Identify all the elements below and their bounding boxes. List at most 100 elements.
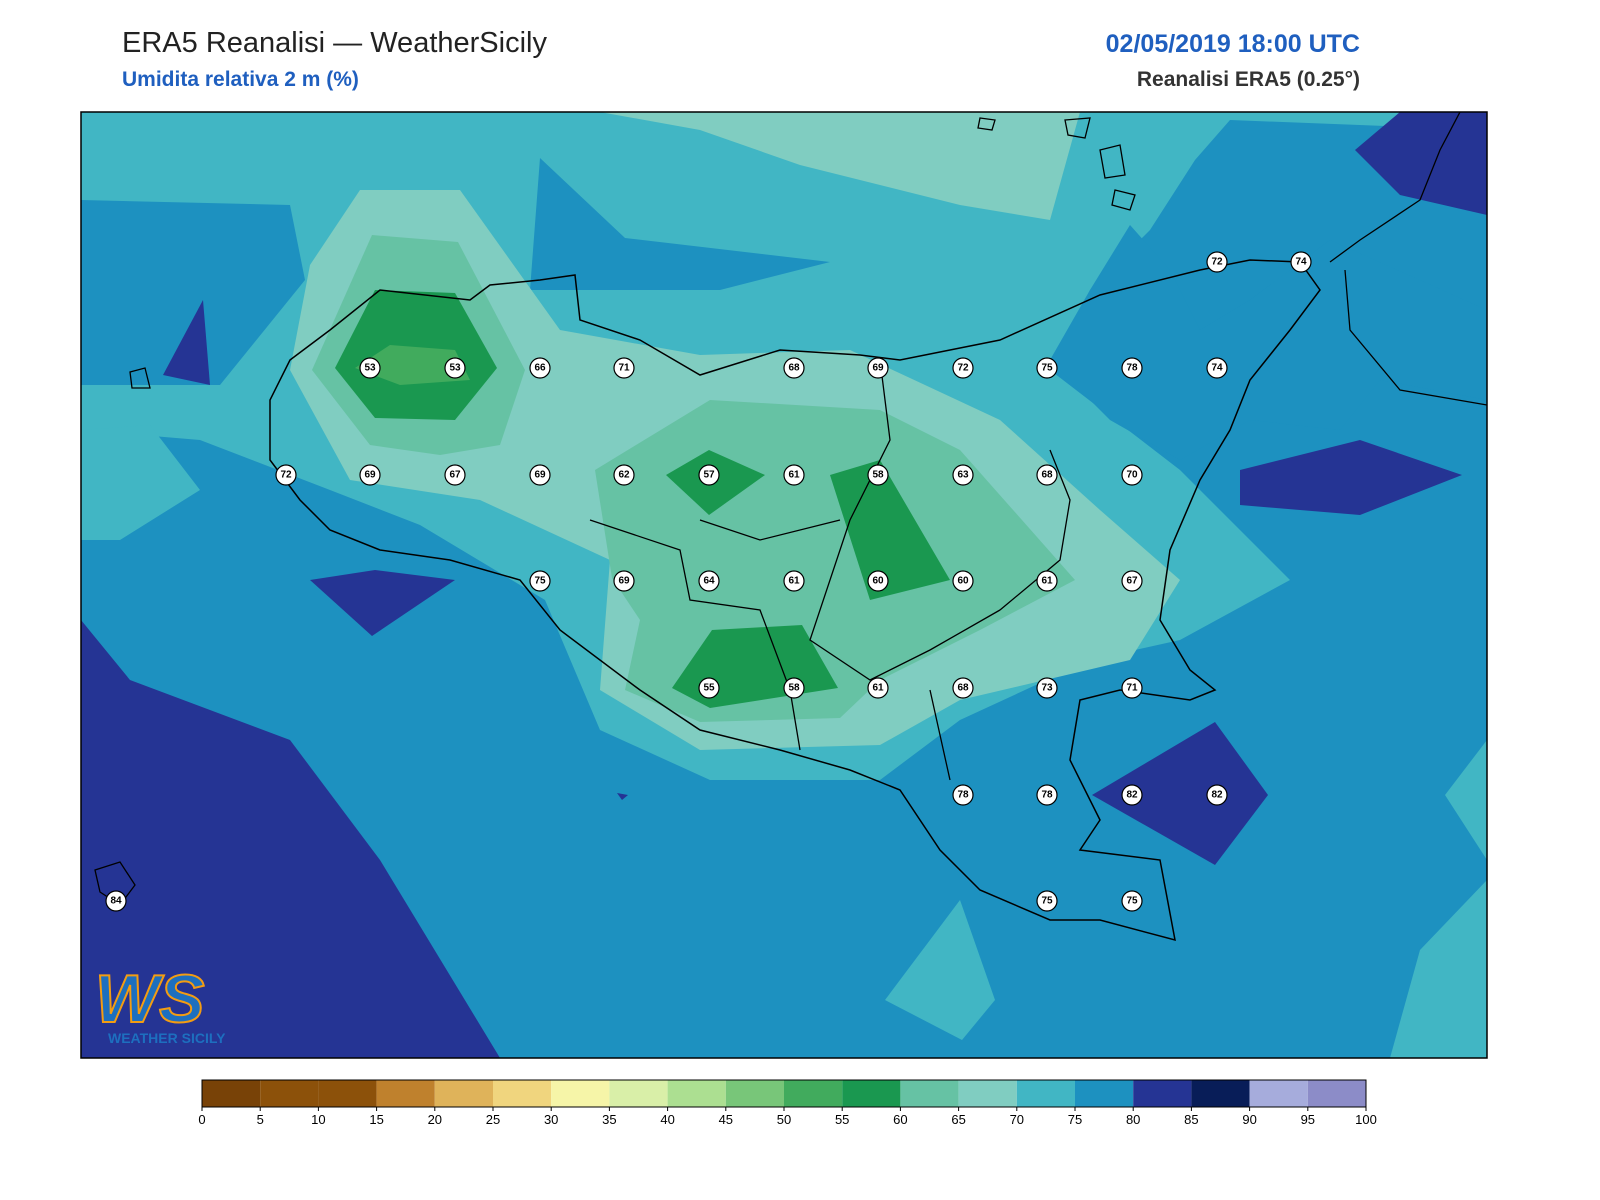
station-marker [867, 464, 889, 486]
station-value: 71 [1126, 683, 1138, 694]
station-value: 75 [1126, 896, 1138, 907]
station-value: 69 [364, 470, 376, 481]
station-marker [952, 570, 974, 592]
station-marker [783, 570, 805, 592]
logo-text: WEATHER SICILY [108, 1030, 226, 1046]
colorbar-label: 5 [257, 1112, 264, 1127]
contour [163, 300, 210, 385]
colorbar-label: 95 [1301, 1112, 1315, 1127]
colorbar-bin [958, 1080, 1017, 1107]
station-value: 73 [1041, 683, 1053, 694]
station-value: 68 [957, 683, 969, 694]
station-marker [783, 677, 805, 699]
station-marker [1206, 784, 1228, 806]
station-marker [1036, 464, 1058, 486]
colorbar-bin [1307, 1080, 1366, 1107]
station-marker [444, 357, 466, 379]
station-value: 58 [872, 470, 884, 481]
station-value: 55 [703, 683, 715, 694]
station-marker [867, 677, 889, 699]
station-marker [1121, 570, 1143, 592]
colorbar-label: 40 [660, 1112, 674, 1127]
coastline [269, 259, 1321, 942]
station-value: 69 [872, 363, 884, 374]
title: ERA5 Reanalisi — WeatherSicily [122, 27, 547, 59]
station-value: 78 [1041, 790, 1053, 801]
station-value: 72 [957, 363, 969, 374]
station-marker [952, 784, 974, 806]
contour [1445, 740, 1487, 860]
station-marker [529, 464, 551, 486]
colorbar-label: 75 [1068, 1112, 1082, 1127]
station-marker [698, 677, 720, 699]
station-marker [1121, 464, 1143, 486]
station-value: 60 [957, 576, 969, 587]
colorbar-bin [202, 1080, 261, 1107]
colorbar-label: 15 [369, 1112, 383, 1127]
colorbar-label: 30 [544, 1112, 558, 1127]
contour [600, 112, 1080, 220]
station-marker [867, 357, 889, 379]
colorbar-label: 35 [602, 1112, 616, 1127]
colorbar-bin [725, 1080, 784, 1107]
station-value: 72 [280, 470, 292, 481]
station-value: 70 [1126, 470, 1138, 481]
station-value: 78 [957, 790, 969, 801]
colorbar-label: 50 [777, 1112, 791, 1127]
station-marker [698, 464, 720, 486]
colorbar-label: 85 [1184, 1112, 1198, 1127]
colorbar-bin [1249, 1080, 1308, 1107]
station-marker [1036, 357, 1058, 379]
station-marker [444, 464, 466, 486]
station-value: 75 [1041, 363, 1053, 374]
station-marker [952, 677, 974, 699]
station-value: 72 [1211, 257, 1223, 268]
datetime: 02/05/2019 18:00 UTC [1106, 30, 1360, 58]
colorbar-bin [493, 1080, 552, 1107]
station-value: 74 [1295, 257, 1307, 268]
station-value: 53 [364, 363, 376, 374]
contour [1390, 880, 1487, 1058]
station-value: 74 [1211, 363, 1223, 374]
station-value: 67 [449, 470, 461, 481]
station-marker [783, 464, 805, 486]
colorbar-label: 60 [893, 1112, 907, 1127]
station-marker [359, 464, 381, 486]
station-marker [613, 570, 635, 592]
station-value: 68 [1041, 470, 1053, 481]
boundary [589, 112, 1487, 781]
station-marker [1121, 890, 1143, 912]
station-marker [1121, 677, 1143, 699]
contour [310, 570, 455, 636]
station-value: 53 [449, 363, 461, 374]
station-marker [783, 357, 805, 379]
source: Reanalisi ERA5 (0.25°) [1137, 68, 1360, 91]
contour [885, 900, 995, 1040]
island [94, 117, 1136, 906]
station-marker [275, 464, 297, 486]
station-marker [1036, 570, 1058, 592]
colorbar-bin [1133, 1080, 1192, 1107]
station-marker [1036, 677, 1058, 699]
contour [355, 345, 470, 385]
station-value: 64 [703, 576, 715, 587]
contour [81, 620, 500, 1058]
station-value: 82 [1211, 790, 1223, 801]
station-marker [1206, 251, 1228, 273]
colorbar-bin [376, 1080, 435, 1107]
colorbar-label: 80 [1126, 1112, 1140, 1127]
colorbar-label: 90 [1242, 1112, 1256, 1127]
station-value: 57 [703, 470, 715, 481]
station-value: 75 [534, 576, 546, 587]
station-value: 66 [534, 363, 546, 374]
station-marker [698, 570, 720, 592]
station-marker [867, 570, 889, 592]
station-value: 61 [872, 683, 884, 694]
station-marker [359, 357, 381, 379]
contour [830, 460, 950, 600]
station-value: 61 [788, 576, 800, 587]
contour [81, 200, 305, 385]
colorbar-label: 55 [835, 1112, 849, 1127]
station-value: 69 [534, 470, 546, 481]
